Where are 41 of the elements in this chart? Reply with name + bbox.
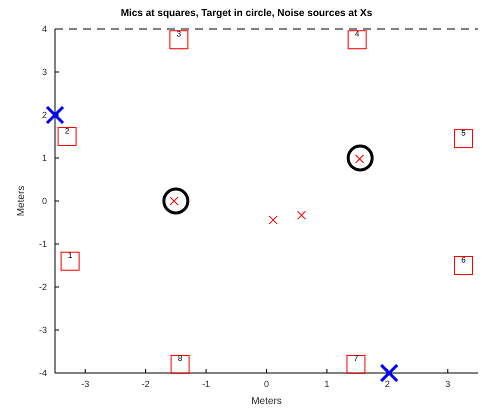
x-tick-label: 3 <box>445 379 450 389</box>
point <box>162 188 190 214</box>
annotation: 2 <box>64 126 70 136</box>
point <box>46 106 64 124</box>
point <box>348 30 367 50</box>
annotation: 7 <box>354 354 359 364</box>
x-tick-label: -2 <box>142 379 150 389</box>
point <box>60 252 80 271</box>
annotation: 1 <box>68 251 73 260</box>
y-tick-label: 4 <box>42 24 47 34</box>
annotation: 6 <box>461 255 466 264</box>
chart-title: Mics at squares, Target in circle, Noise sources at Xs <box>120 8 373 19</box>
y-axis-title: Meters <box>16 186 27 216</box>
y-tick-label: 3 <box>42 67 47 77</box>
x-axis-title: Meters <box>251 396 282 407</box>
point <box>58 127 77 146</box>
point <box>380 364 399 382</box>
point <box>297 210 306 220</box>
annotation: 3 <box>176 30 182 39</box>
point <box>268 215 278 224</box>
annotation: 4 <box>354 30 360 39</box>
point <box>454 129 473 148</box>
annotation: 5 <box>461 128 466 138</box>
annotation: 8 <box>178 354 183 364</box>
point <box>170 354 190 374</box>
y-tick-label: -1 <box>38 239 47 249</box>
point <box>169 30 188 50</box>
y-tick-label: -2 <box>38 282 47 292</box>
y-tick-label: -3 <box>38 325 47 335</box>
x-tick-label: -3 <box>81 379 90 389</box>
point <box>346 144 374 172</box>
point <box>454 256 473 275</box>
y-tick-label: 2 <box>42 110 47 120</box>
y-tick-label: 1 <box>42 153 47 163</box>
x-tick-label: 2 <box>384 379 390 389</box>
x-tick-label: -1 <box>202 379 210 389</box>
y-tick-label: -4 <box>38 368 47 378</box>
x-tick-label: 1 <box>324 379 330 389</box>
point <box>346 354 366 374</box>
y-tick-label: 0 <box>42 196 47 206</box>
x-tick-label: 0 <box>264 379 270 389</box>
